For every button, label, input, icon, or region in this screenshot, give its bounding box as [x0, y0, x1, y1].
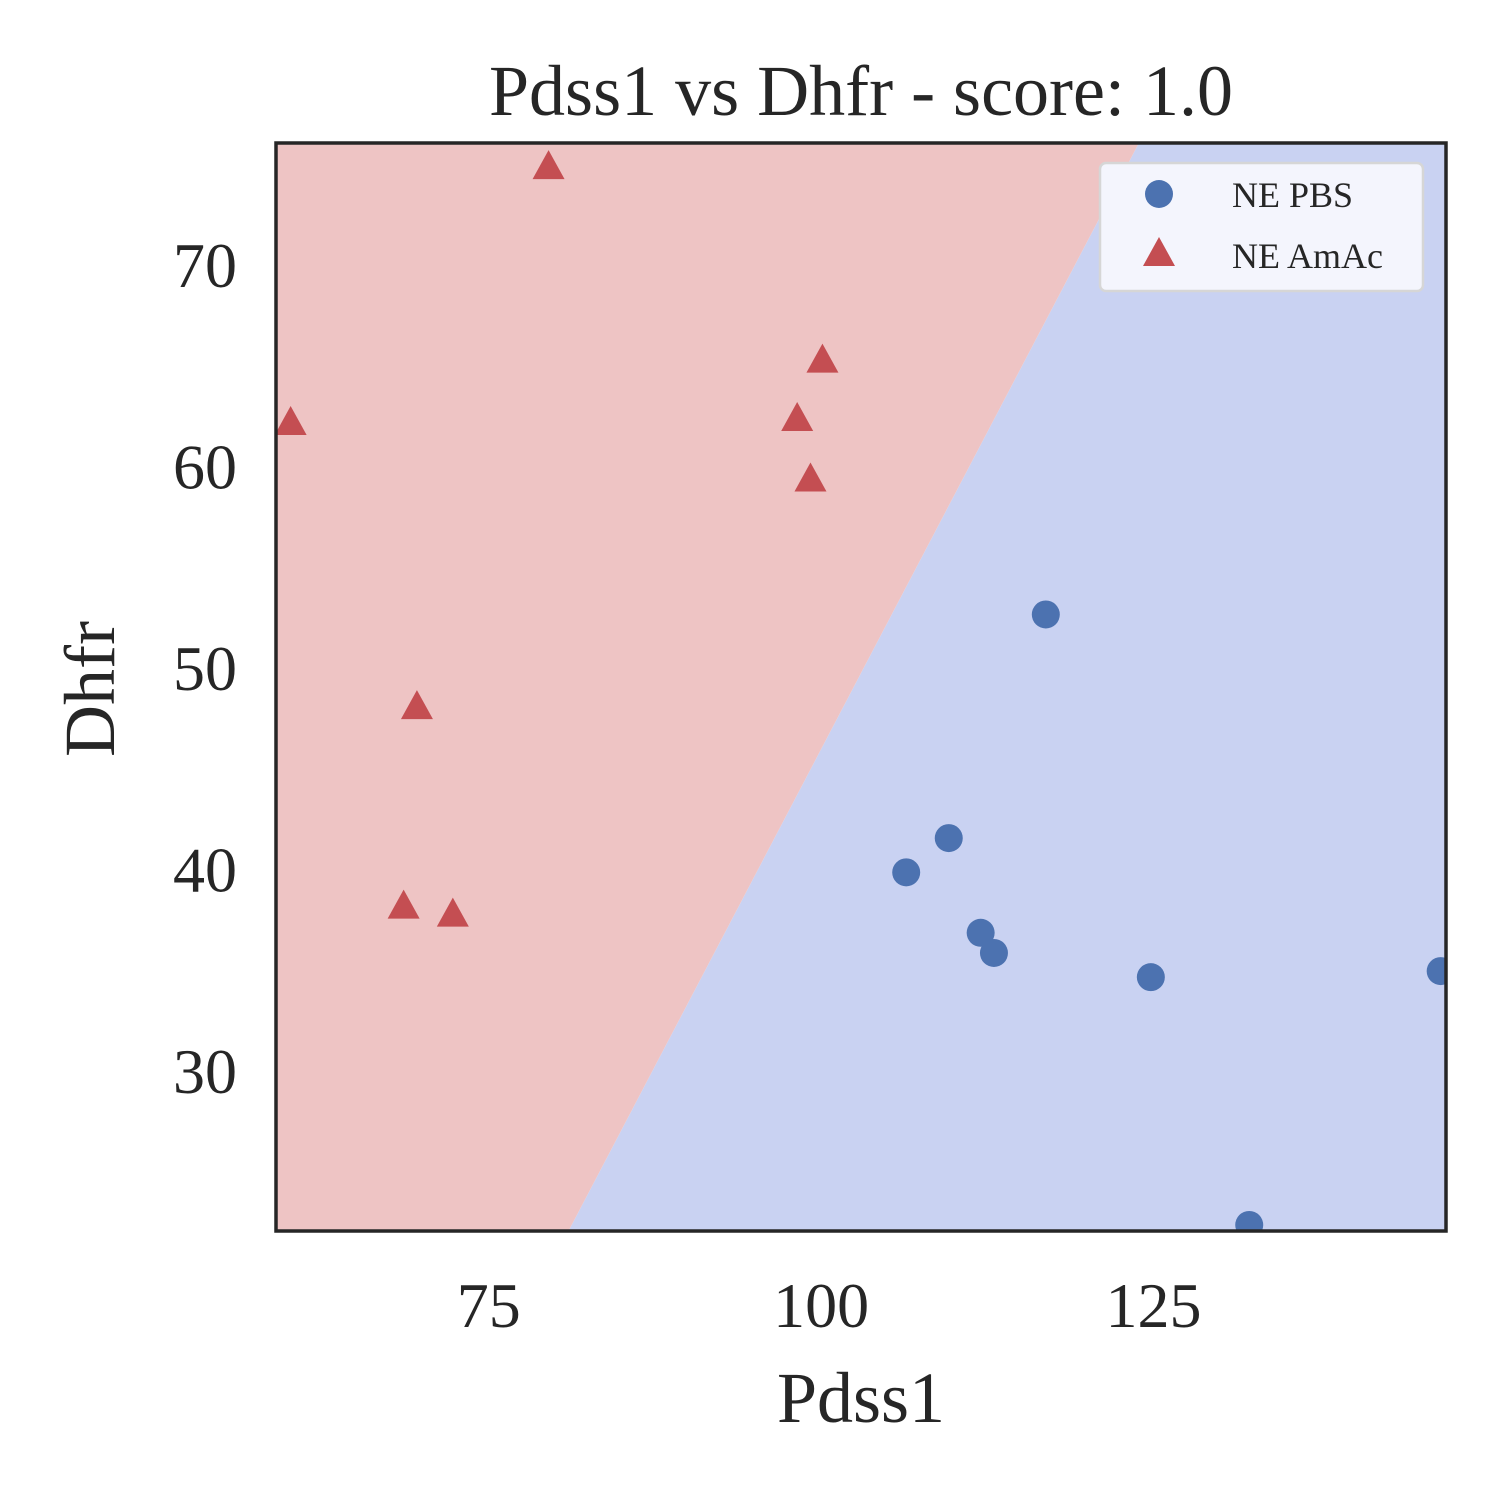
point-ne-pbs — [892, 858, 921, 887]
legend-label-ne-pbs: NE PBS — [1232, 175, 1353, 215]
point-ne-amac — [532, 150, 565, 180]
point-ne-pbs — [1426, 957, 1446, 986]
y-axis-label: Dhfr — [50, 621, 130, 757]
y-axis: 30 40 50 60 70 — [173, 230, 237, 1107]
point-ne-pbs — [1235, 1210, 1264, 1231]
point-ne-amac — [276, 406, 307, 436]
y-tick-label: 30 — [173, 1036, 237, 1107]
point-ne-amac — [794, 462, 827, 492]
x-tick-label: 100 — [773, 1270, 869, 1341]
x-tick-label: 75 — [457, 1270, 521, 1341]
region-ne-pbs — [568, 143, 1446, 1231]
plot-area — [276, 143, 1446, 1231]
point-ne-amac — [387, 889, 420, 919]
point-ne-amac — [781, 402, 814, 432]
point-ne-pbs — [934, 824, 963, 853]
point-ne-pbs — [1031, 600, 1060, 629]
x-tick-label: 125 — [1106, 1270, 1202, 1341]
legend-marker-ne-pbs — [1145, 180, 1173, 208]
point-ne-pbs — [979, 938, 1008, 967]
point-ne-pbs — [966, 918, 995, 947]
legend-marker-ne-amac — [1143, 237, 1175, 266]
chart-title: Pdss1 vs Dhfr - score: 1.0 — [489, 51, 1233, 131]
legend-label-ne-amac: NE AmAc — [1232, 236, 1383, 276]
legend-box — [1098, 161, 1425, 293]
y-tick-label: 70 — [173, 230, 237, 301]
points-layer — [276, 150, 1446, 1231]
legend: NE PBS NE AmAc — [1098, 161, 1425, 293]
y-tick-label: 60 — [173, 431, 237, 502]
x-axis-label: Pdss1 — [777, 1358, 945, 1438]
plot-frame — [274, 141, 1448, 1233]
point-ne-amac — [806, 343, 839, 373]
point-ne-pbs — [1136, 963, 1165, 992]
x-axis: 75 100 125 — [457, 1270, 1202, 1341]
region-ne-amac — [276, 143, 1139, 1231]
point-ne-amac — [436, 897, 469, 927]
y-tick-label: 50 — [173, 633, 237, 704]
point-ne-amac — [400, 690, 433, 720]
y-tick-label: 40 — [173, 834, 237, 905]
